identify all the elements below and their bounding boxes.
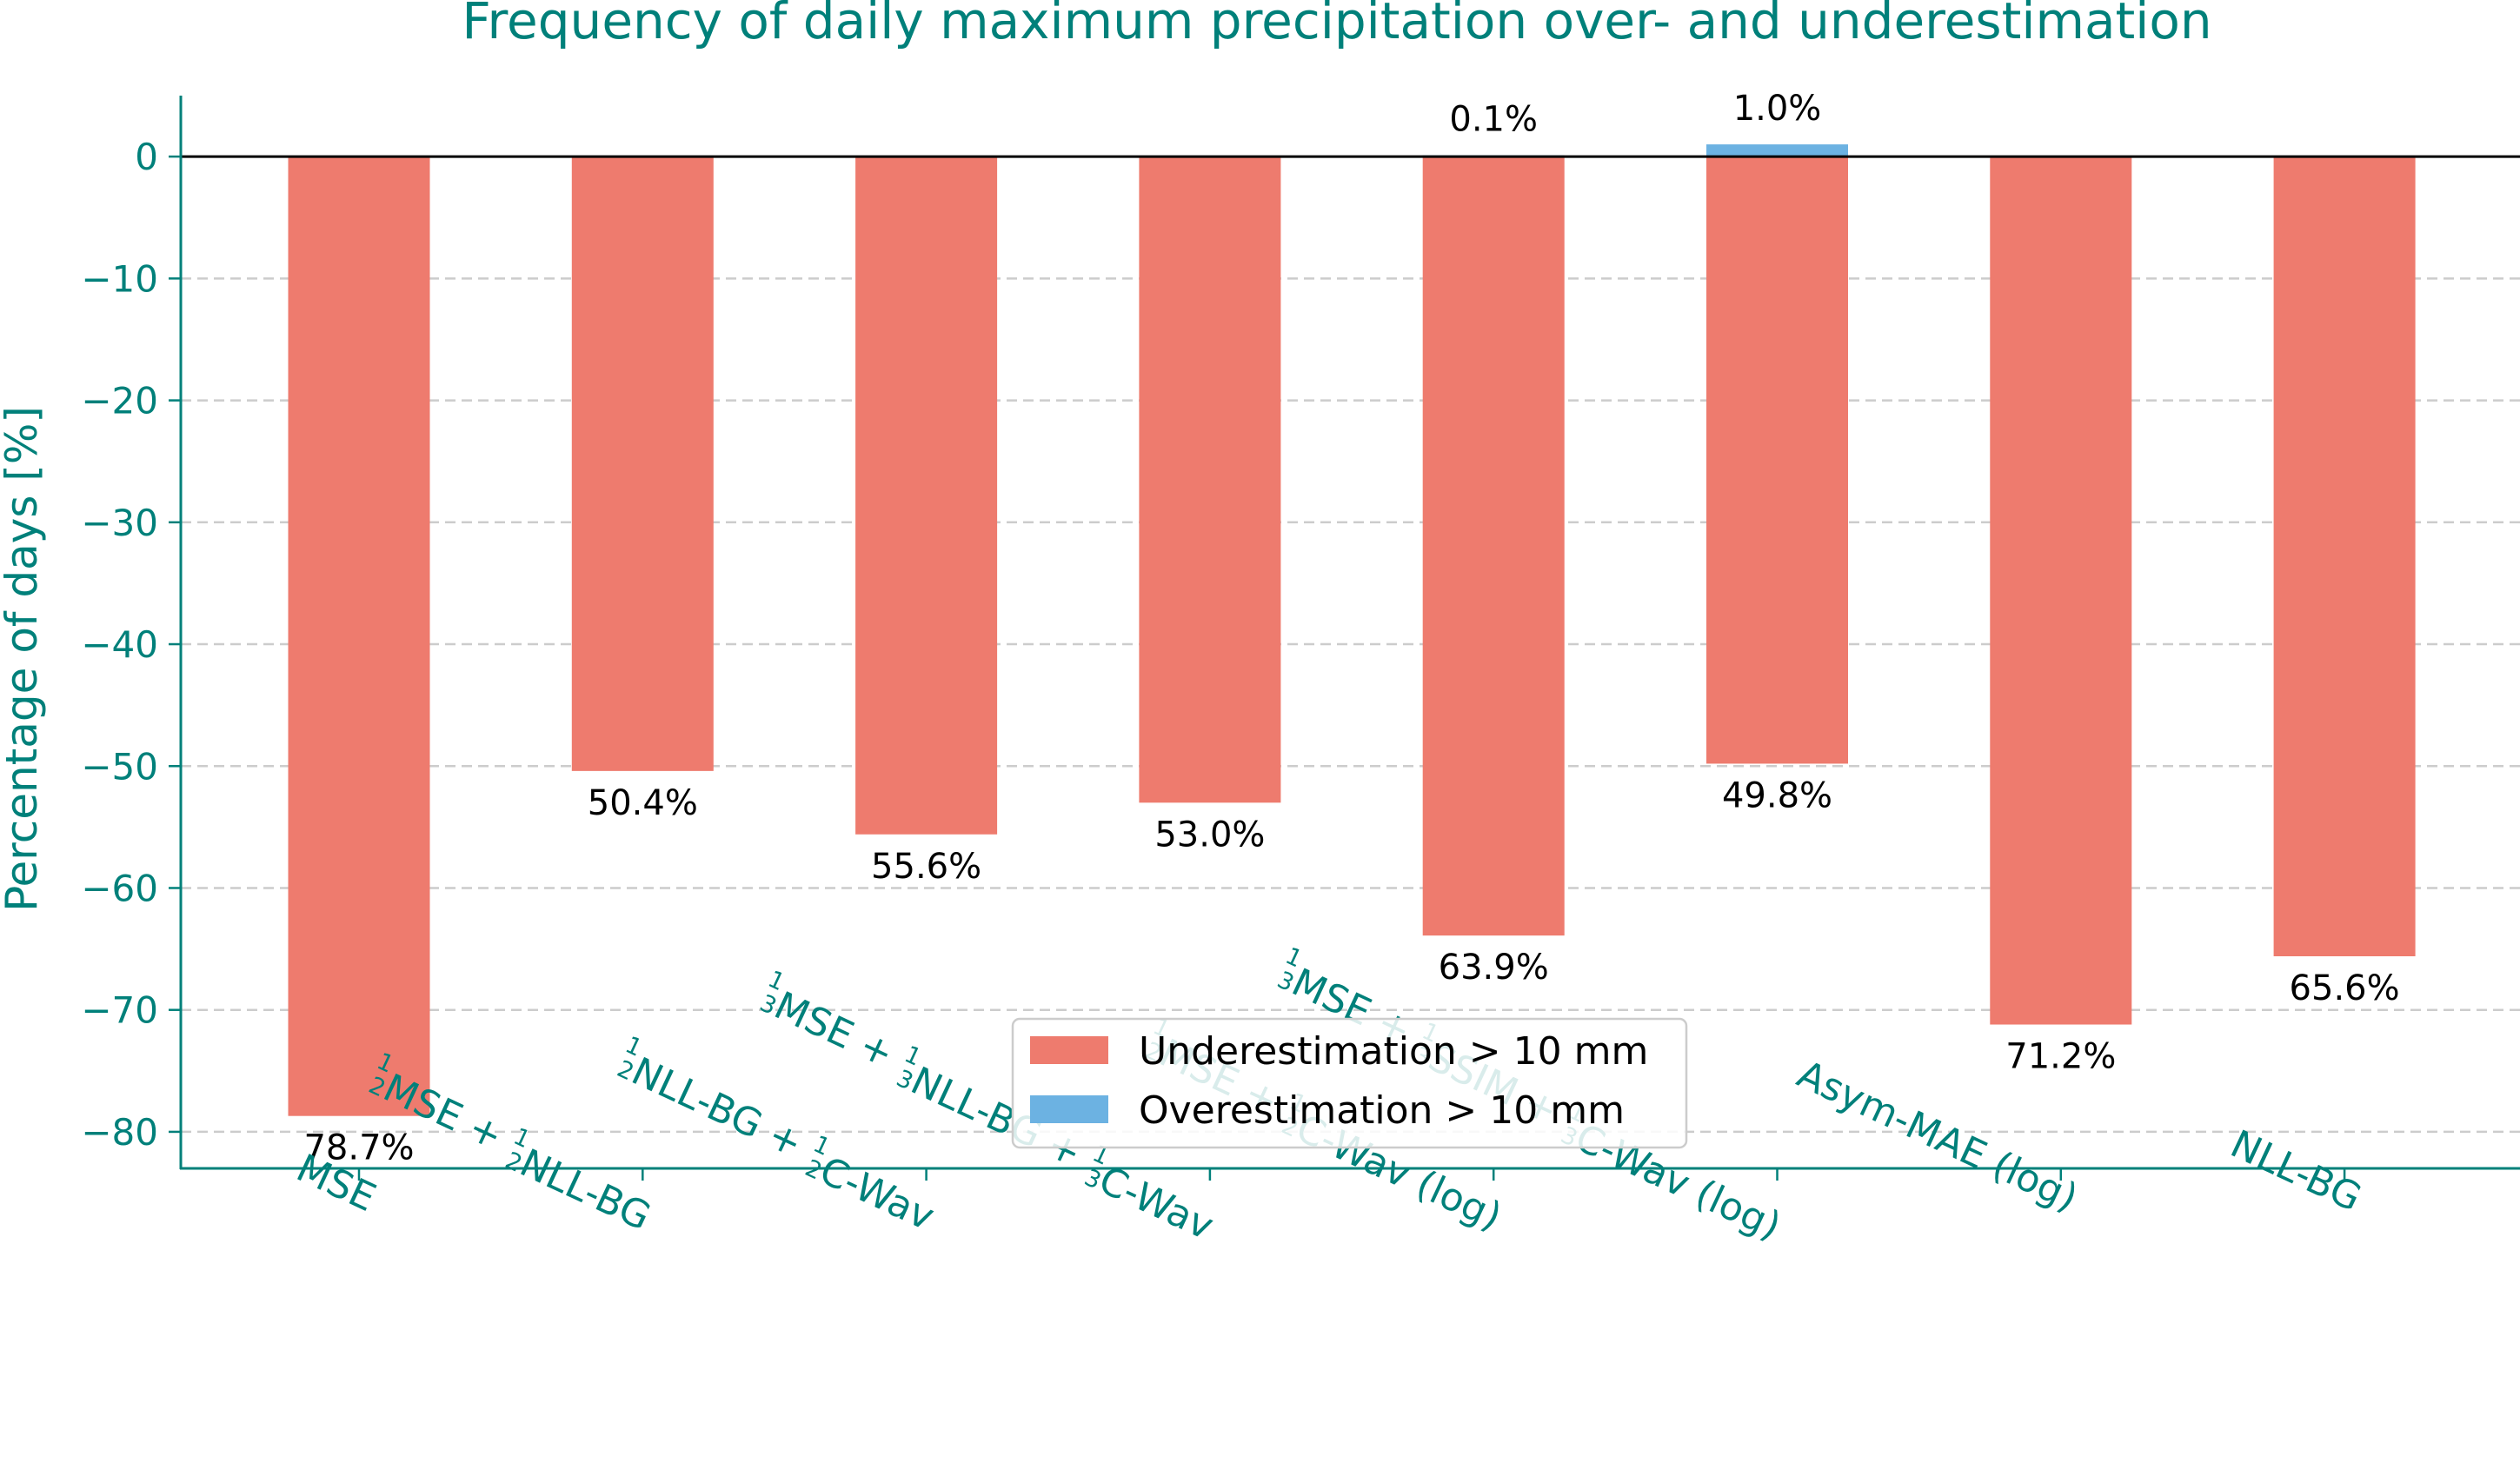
data-label-overestimation: 1.0%	[1733, 89, 1822, 129]
y-tick-label: −30	[81, 502, 158, 544]
y-tick-label: −80	[81, 1111, 158, 1154]
data-label-underestimation: 71.2%	[2005, 1037, 2116, 1077]
data-label-overestimation: 0.1%	[1449, 100, 1538, 140]
bar-underestimation	[1990, 156, 2132, 1025]
data-label-underestimation: 53.0%	[1154, 815, 1265, 855]
bar-underestimation	[1422, 156, 1565, 936]
y-tick-label: −40	[81, 623, 158, 666]
y-tick-label: −10	[81, 257, 158, 300]
bar-underestimation	[2273, 156, 2416, 957]
axes: 0 −10 −20 −30 −40 −50 −60 −70 −80	[81, 96, 2520, 1181]
bar-underestimation	[571, 156, 714, 771]
x-tick-label: Asym-MAE (log)	[1791, 1052, 2084, 1221]
y-axis-label: Percentage of days [%]	[0, 406, 47, 912]
data-label-underestimation: 55.6%	[871, 847, 981, 887]
y-tick-label: 0	[135, 136, 158, 178]
y-tick-label: −60	[81, 867, 158, 909]
data-label-underestimation: 65.6%	[2290, 968, 2400, 1008]
bar-underestimation	[288, 156, 430, 1116]
legend: Underestimation > 10 mm Overestimation >…	[1011, 1017, 1688, 1149]
y-tick-label: −20	[81, 380, 158, 422]
legend-swatch-under	[1030, 1036, 1108, 1064]
chart-title: Frequency of daily maximum precipitation…	[462, 0, 2211, 50]
y-tick-label: −70	[81, 989, 158, 1032]
data-labels: 78.7% 50.4% 55.6% 53.0% 63.9% 49.8% 71.2% 65.6%…	[303, 89, 2399, 1168]
bar-underestimation	[1139, 156, 1281, 803]
y-tick-label: −50	[81, 745, 158, 788]
bar-underestimation	[855, 156, 998, 835]
data-label-underestimation: 50.4%	[588, 783, 698, 823]
legend-label-under: Underestimation > 10 mm	[1139, 1029, 1648, 1074]
bar-overestimation	[1706, 144, 1848, 157]
x-tick-label: NLL-BG	[2224, 1122, 2368, 1221]
data-label-underestimation: 49.8%	[1722, 775, 1832, 815]
bar-underestimation	[1706, 156, 1848, 764]
data-label-underestimation: 78.7%	[303, 1128, 414, 1168]
legend-box	[1011, 1017, 1688, 1149]
data-label-underestimation: 63.9%	[1439, 948, 1549, 988]
bars	[288, 144, 2416, 1116]
legend-swatch-over	[1030, 1095, 1108, 1123]
legend-label-over: Overestimation > 10 mm	[1139, 1088, 1625, 1133]
